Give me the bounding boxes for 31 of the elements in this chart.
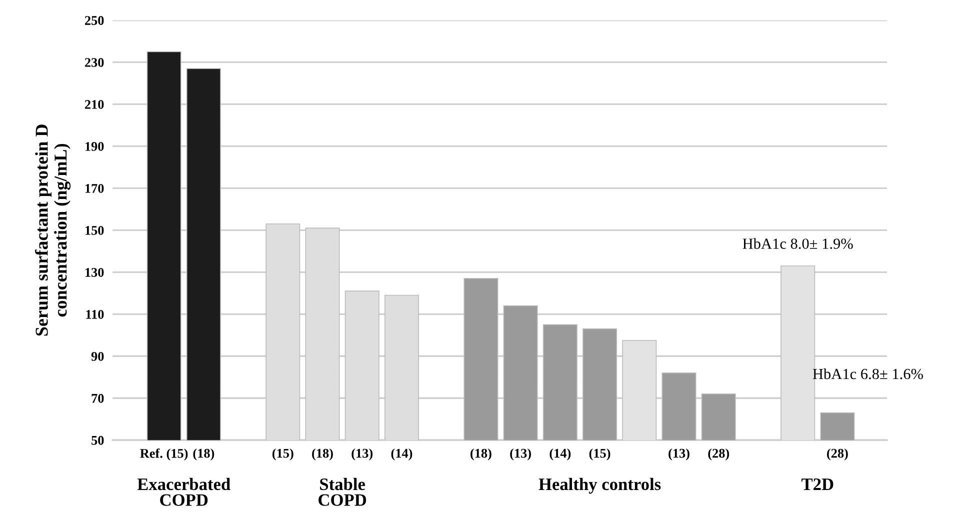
- x-tick-label: (28): [708, 448, 730, 460]
- y-axis-title: Serum surfactant protein D concentration (ng/mL): [34, 124, 71, 336]
- x-tick-label: (15): [589, 448, 610, 460]
- x-tick-label: (14): [391, 448, 412, 460]
- y-tick-label: 170: [85, 184, 104, 193]
- y-tick-label: 130: [85, 268, 104, 277]
- text: T2D: [802, 478, 834, 490]
- y-tick-label: 190: [85, 142, 104, 151]
- y-tick-label: 90: [91, 352, 104, 361]
- x-tick-label: (28): [827, 448, 848, 460]
- y-tick-label: 50: [92, 436, 104, 445]
- x-tick-label: (13): [510, 448, 531, 460]
- x-tick-label: (18): [312, 448, 333, 460]
- x-tick-label: (18): [193, 448, 214, 460]
- x-tick-label: (18): [470, 448, 492, 460]
- y-tick-label: 70: [92, 394, 104, 403]
- y-tick-label: 150: [85, 226, 104, 235]
- annotation: HbA1c 6.8± 1.6%: [812, 368, 923, 380]
- y-tick-label: 230: [84, 58, 104, 67]
- x-tick-label: (15): [272, 448, 294, 460]
- x-tick-label: (13): [352, 448, 373, 460]
- x-tick-label: (13): [668, 448, 690, 460]
- annotation: HbA1c 8.0± 1.9%: [742, 238, 853, 249]
- y-tick-label: 210: [84, 100, 104, 109]
- x-tick-label: (14): [550, 448, 571, 460]
- x-tick-label: Ref. (15): [140, 448, 188, 461]
- y-tick-label: 110: [86, 310, 104, 319]
- y-tick-label: 250: [84, 16, 104, 25]
- text: Healthy controls: [538, 478, 661, 494]
- text: Exacerbated COPD: [137, 478, 230, 506]
- text: Stable COPD: [318, 478, 366, 506]
